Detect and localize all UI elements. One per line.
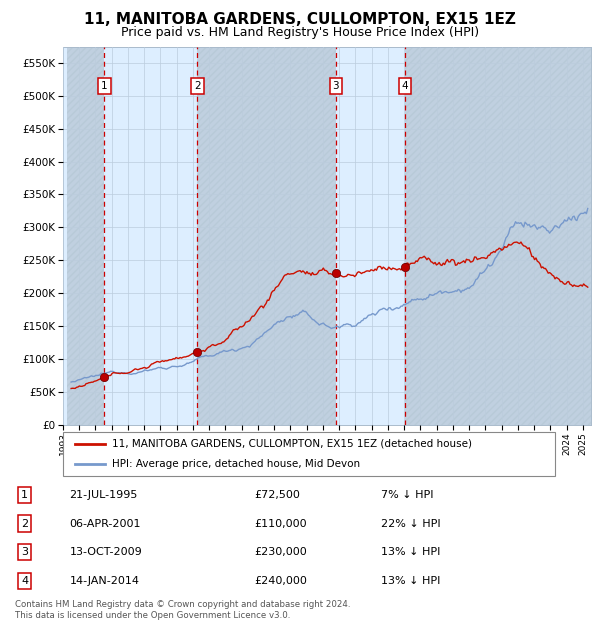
- Text: 11, MANITOBA GARDENS, CULLOMPTON, EX15 1EZ (detached house): 11, MANITOBA GARDENS, CULLOMPTON, EX15 1…: [112, 438, 472, 449]
- Text: 4: 4: [401, 81, 408, 91]
- Bar: [405, 46, 591, 425]
- Text: £230,000: £230,000: [254, 547, 307, 557]
- FancyBboxPatch shape: [63, 432, 555, 476]
- Text: 13% ↓ HPI: 13% ↓ HPI: [380, 547, 440, 557]
- Text: 7% ↓ HPI: 7% ↓ HPI: [380, 490, 433, 500]
- Text: £110,000: £110,000: [254, 518, 307, 528]
- Text: 06-APR-2001: 06-APR-2001: [70, 518, 141, 528]
- Text: Price paid vs. HM Land Registry's House Price Index (HPI): Price paid vs. HM Land Registry's House …: [121, 26, 479, 39]
- Text: 21-JUL-1995: 21-JUL-1995: [70, 490, 138, 500]
- Text: £240,000: £240,000: [254, 576, 307, 586]
- Text: 2: 2: [194, 81, 200, 91]
- Text: 22% ↓ HPI: 22% ↓ HPI: [380, 518, 440, 528]
- Text: 2: 2: [21, 518, 28, 528]
- Text: 3: 3: [21, 547, 28, 557]
- Text: 13-OCT-2009: 13-OCT-2009: [70, 547, 142, 557]
- Bar: [197, 46, 336, 425]
- Text: 11, MANITOBA GARDENS, CULLOMPTON, EX15 1EZ: 11, MANITOBA GARDENS, CULLOMPTON, EX15 1…: [84, 12, 516, 27]
- Bar: [67, 46, 104, 425]
- Text: 3: 3: [332, 81, 339, 91]
- Text: 4: 4: [21, 576, 28, 586]
- Text: 1: 1: [101, 81, 108, 91]
- Bar: [197, 46, 336, 425]
- Text: HPI: Average price, detached house, Mid Devon: HPI: Average price, detached house, Mid …: [112, 459, 361, 469]
- Text: 14-JAN-2014: 14-JAN-2014: [70, 576, 140, 586]
- Text: Contains HM Land Registry data © Crown copyright and database right 2024.
This d: Contains HM Land Registry data © Crown c…: [15, 600, 350, 619]
- Bar: [67, 46, 104, 425]
- Text: 13% ↓ HPI: 13% ↓ HPI: [380, 576, 440, 586]
- Bar: [405, 46, 591, 425]
- Text: £72,500: £72,500: [254, 490, 300, 500]
- Text: 1: 1: [21, 490, 28, 500]
- Bar: [104, 46, 197, 425]
- Bar: [336, 46, 405, 425]
